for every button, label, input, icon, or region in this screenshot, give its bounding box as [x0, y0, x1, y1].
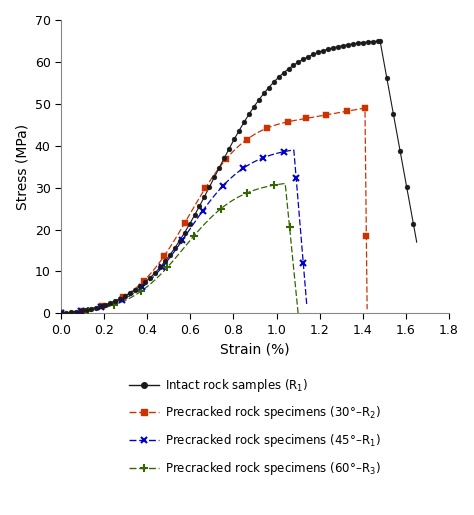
X-axis label: Strain (%): Strain (%)	[220, 342, 290, 356]
Y-axis label: Stress (MPa): Stress (MPa)	[15, 124, 29, 210]
Legend: Intact rock samples (R$_1$), Precracked rock specimens (30°–R$_2$), Precracked r: Intact rock samples (R$_1$), Precracked …	[125, 372, 385, 482]
